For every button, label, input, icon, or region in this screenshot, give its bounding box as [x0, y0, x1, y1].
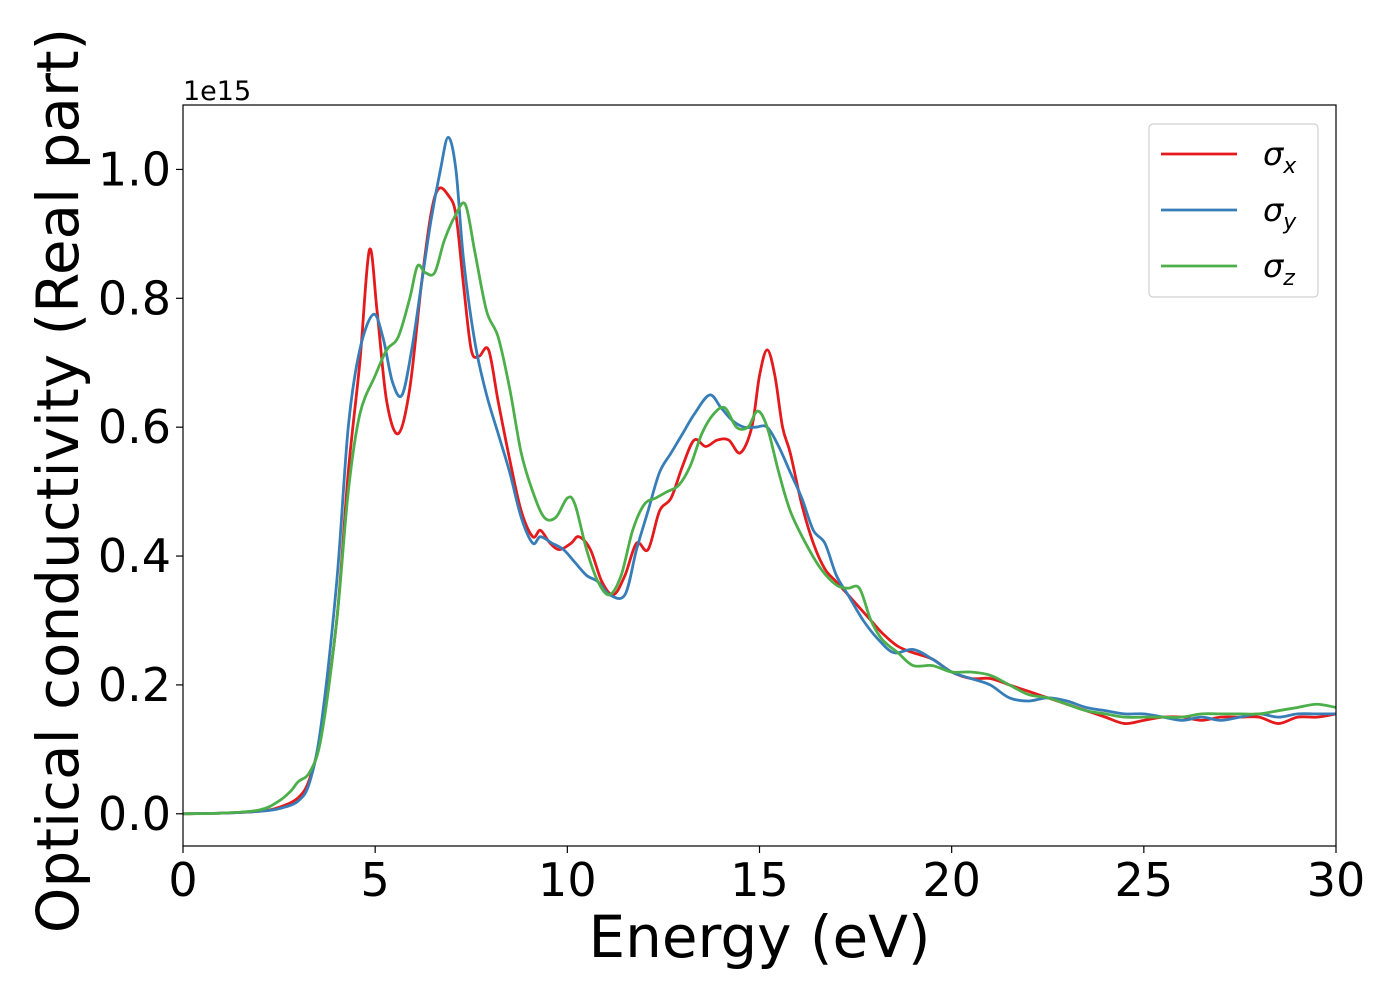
- y-tick-label: 0.6: [98, 400, 171, 454]
- y-axis-title: Optical conductivity (Real part): [24, 28, 92, 933]
- x-tick-label: 0: [168, 853, 197, 907]
- series-layer: [183, 135, 1336, 816]
- x-tick-label: 25: [1115, 853, 1174, 907]
- x-tick-label: 30: [1307, 853, 1366, 907]
- x-tick-label: 20: [922, 853, 981, 907]
- ticks-layer: 0 5 10 15 20 25 30 0.0 0.2 0.4 0.6 0.8 1.0: [98, 142, 1365, 907]
- y-tick-label: 0.4: [98, 529, 171, 583]
- y-tick-label: 1.0: [98, 142, 171, 196]
- series-line-z: [183, 201, 1336, 816]
- series-line-y: [183, 135, 1336, 816]
- x-axis-title: Energy (eV): [588, 903, 930, 971]
- x-tick-label: 5: [361, 853, 390, 907]
- x-tick-label: 15: [730, 853, 789, 907]
- y-tick-label: 0.8: [98, 271, 171, 325]
- legend-label-x: σx: [1263, 135, 1297, 179]
- y-tick-label: 0.2: [98, 658, 171, 712]
- y-offset-label: 1e15: [183, 76, 251, 107]
- y-tick-label: 0.0: [98, 787, 171, 841]
- x-tick-label: 10: [538, 853, 597, 907]
